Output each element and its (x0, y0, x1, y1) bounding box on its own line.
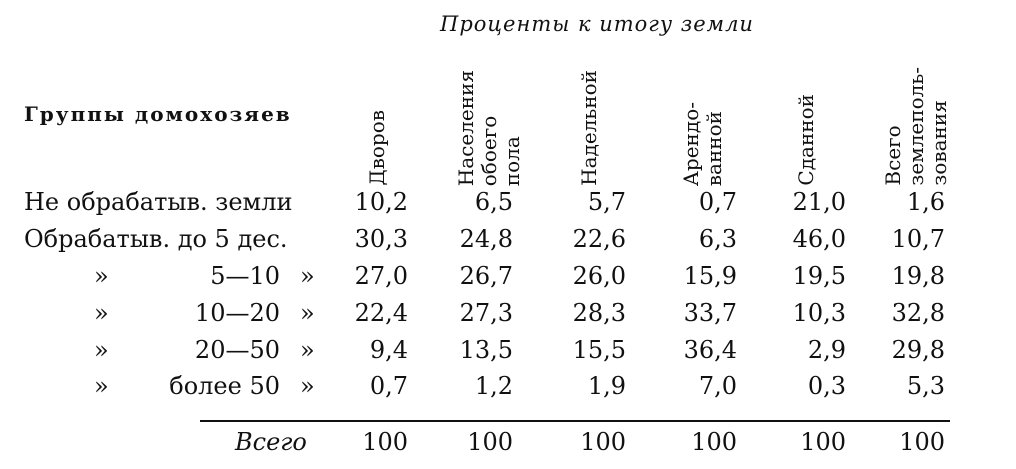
table-cell: 0,7 (369, 372, 408, 400)
ditto-mark: » (300, 336, 315, 364)
ditto-mark: » (94, 336, 109, 364)
table-cell: 19,5 (792, 262, 846, 290)
table-cell: 9,4 (369, 336, 408, 364)
column-header-line: землеполь- (904, 67, 928, 186)
row-range-label: более 50 (169, 372, 280, 400)
column-header: Всего землеполь-зования (881, 67, 951, 186)
table-cell: 7,0 (698, 372, 737, 400)
table-cell: 24,8 (459, 225, 513, 253)
table-row: » 10—20 » 22,4 27,3 28,3 33,7 10,3 32,8 (0, 299, 1016, 337)
total-cell: 100 (899, 428, 945, 456)
row-range-label: 20—50 (194, 336, 280, 364)
table-cell: 2,9 (807, 336, 846, 364)
ditto-mark: » (94, 372, 109, 400)
column-header-line: Надельной (577, 70, 601, 186)
table-cell: 46,0 (792, 225, 846, 253)
table-cell: 0,3 (807, 372, 846, 400)
column-header: Надельной (577, 70, 601, 186)
row-range-label: 10—20 (194, 299, 280, 327)
column-header: Арендо-ванной (679, 101, 726, 186)
table-cell: 27,3 (459, 299, 513, 327)
table-cell: 6,3 (698, 225, 737, 253)
table-cell: 30,3 (354, 225, 408, 253)
table-cell: 15,5 (572, 336, 626, 364)
table-cell: 26,0 (572, 262, 626, 290)
column-header-line: ванной (702, 110, 726, 186)
total-cell: 100 (580, 428, 626, 456)
total-cell: 100 (691, 428, 737, 456)
column-header-line: Сданной (794, 94, 818, 186)
row-label: Обрабатыв. до 5 дес. (24, 225, 288, 253)
table-row: » более 50 » 0,7 1,2 1,9 7,0 0,3 5,3 (0, 372, 1016, 410)
total-row: Всего 100 100 100 100 100 100 (0, 428, 1016, 466)
table-cell: 15,9 (683, 262, 737, 290)
group-column-header: Группы домохозяев (24, 102, 292, 126)
ditto-mark: » (94, 262, 109, 290)
table-cell: 10,2 (354, 188, 408, 216)
column-header: Дворов (365, 110, 389, 186)
table-cell: 32,8 (891, 299, 945, 327)
row-range-label: 5—10 (210, 262, 280, 290)
table-cell: 26,7 (459, 262, 513, 290)
table-row: Обрабатыв. до 5 дес. 30,3 24,8 22,6 6,3 46,0 1… (0, 225, 1016, 263)
column-header-line: зования (927, 100, 951, 186)
table-row: » 20—50 » 9,4 13,5 15,5 36,4 2,9 29,8 (0, 336, 1016, 374)
ditto-mark: » (94, 299, 109, 327)
total-cell: 100 (800, 428, 846, 456)
column-header-line: Населения (454, 69, 478, 186)
table-cell: 10,7 (891, 225, 945, 253)
table-cell: 21,0 (792, 188, 846, 216)
table-super-header: Проценты к итогу земли (440, 12, 754, 36)
table-cell: 19,8 (891, 262, 945, 290)
column-header-line: Дворов (365, 110, 389, 186)
table-cell: 22,6 (572, 225, 626, 253)
table-row: Не обрабатыв. земли 10,2 6,5 5,7 0,7 21,0 1,6 (0, 188, 1016, 226)
total-label: Всего (235, 428, 307, 456)
table-cell: 27,0 (354, 262, 408, 290)
table-cell: 1,9 (587, 372, 626, 400)
table-cell: 36,4 (683, 336, 737, 364)
column-header-line: обоего (477, 115, 501, 186)
table-cell: 1,2 (474, 372, 513, 400)
table-cell: 10,3 (792, 299, 846, 327)
ditto-mark: » (300, 262, 315, 290)
total-divider (200, 420, 950, 422)
row-label: Не обрабатыв. земли (24, 188, 293, 216)
table-cell: 5,3 (906, 372, 945, 400)
table-cell: 5,7 (587, 188, 626, 216)
table-cell: 0,7 (698, 188, 737, 216)
column-header-line: Всего (881, 125, 905, 186)
table-cell: 29,8 (891, 336, 945, 364)
ditto-mark: » (300, 299, 315, 327)
total-cell: 100 (467, 428, 513, 456)
ditto-mark: » (300, 372, 315, 400)
column-header: Населения обоего пола (454, 69, 524, 186)
table-cell: 1,6 (906, 188, 945, 216)
table-row: » 5—10 » 27,0 26,7 26,0 15,9 19,5 19,8 (0, 262, 1016, 300)
column-header-line: Арендо- (679, 101, 703, 186)
table-cell: 22,4 (354, 299, 408, 327)
table-cell: 33,7 (683, 299, 737, 327)
column-header-line: пола (500, 136, 524, 186)
table-cell: 13,5 (459, 336, 513, 364)
column-header: Сданной (794, 94, 818, 186)
table-cell: 6,5 (474, 188, 513, 216)
total-cell: 100 (362, 428, 408, 456)
table-cell: 28,3 (572, 299, 626, 327)
